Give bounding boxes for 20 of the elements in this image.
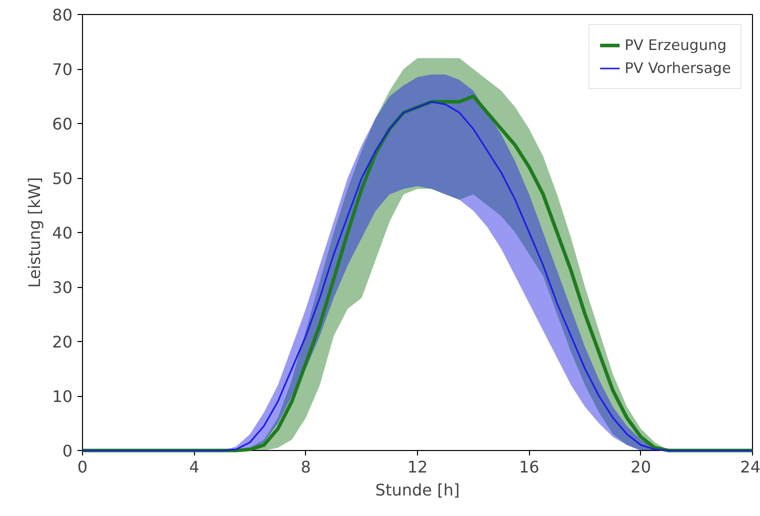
legend-label: PV Erzeugung bbox=[624, 36, 727, 54]
x-tick-label: 24 bbox=[740, 458, 760, 476]
y-tick-label: 0 bbox=[62, 442, 73, 460]
y-tick-label: 40 bbox=[52, 224, 72, 242]
y-tick-label: 50 bbox=[52, 169, 72, 188]
legend-label: PV Vorhersage bbox=[624, 60, 731, 76]
x-tick-label: 20 bbox=[630, 458, 652, 476]
x-axis-title: Stunde [h] bbox=[375, 480, 460, 500]
x-tick-label: 12 bbox=[407, 458, 428, 476]
y-tick-label: 60 bbox=[52, 114, 72, 134]
x-tick-label: 8 bbox=[300, 458, 311, 476]
y-tick-label: 20 bbox=[52, 332, 72, 352]
y-tick-label: 70 bbox=[52, 60, 72, 79]
x-tick-label: 0 bbox=[77, 458, 88, 476]
y-tick-label: 80 bbox=[52, 6, 72, 24]
y-axis-title: Leistung [kW] bbox=[25, 177, 44, 288]
x-tick-label: 4 bbox=[189, 458, 200, 476]
x-tick-label: 16 bbox=[518, 458, 540, 476]
y-tick-label: 30 bbox=[52, 278, 72, 297]
y-tick-label: 10 bbox=[52, 387, 72, 406]
